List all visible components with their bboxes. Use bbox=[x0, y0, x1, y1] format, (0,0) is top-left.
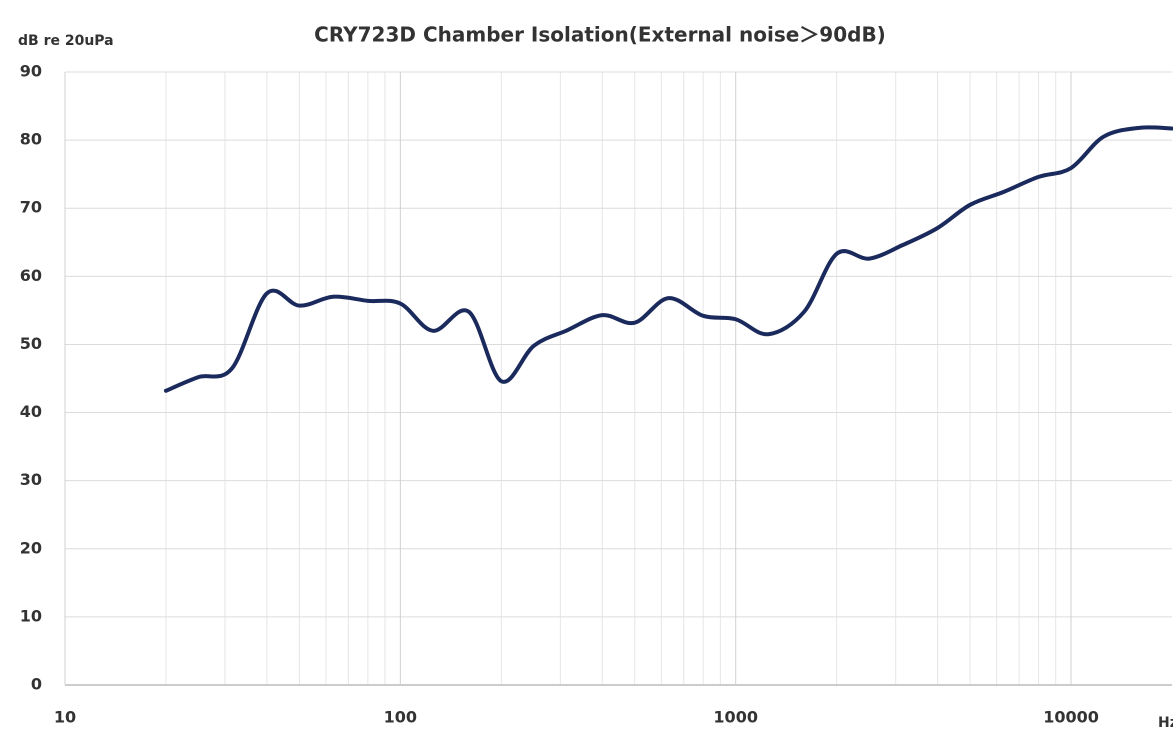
y-tick-label: 50 bbox=[20, 334, 42, 353]
x-tick-label: 100 bbox=[384, 708, 417, 727]
x-tick-label: 10000 bbox=[1043, 708, 1099, 727]
x-tick-label: 10 bbox=[54, 708, 76, 727]
y-axis-label: dB re 20uPa bbox=[18, 33, 114, 49]
y-tick-label: 0 bbox=[31, 675, 42, 694]
chart-title: CRY723D Chamber Isolation(External noise… bbox=[314, 23, 886, 47]
x-axis-label: Hz bbox=[1158, 715, 1173, 731]
y-tick-label: 30 bbox=[20, 470, 42, 489]
data-line bbox=[163, 125, 1173, 393]
y-tick-label: 90 bbox=[20, 62, 42, 81]
y-tick-label: 40 bbox=[20, 402, 42, 421]
y-tick-label: 80 bbox=[20, 130, 42, 149]
y-tick-label: 10 bbox=[20, 606, 42, 625]
x-tick-label: 1000 bbox=[713, 708, 758, 727]
y-tick-label: 20 bbox=[20, 538, 42, 557]
y-tick-label: 70 bbox=[20, 198, 42, 217]
y-tick-label: 60 bbox=[20, 266, 42, 285]
